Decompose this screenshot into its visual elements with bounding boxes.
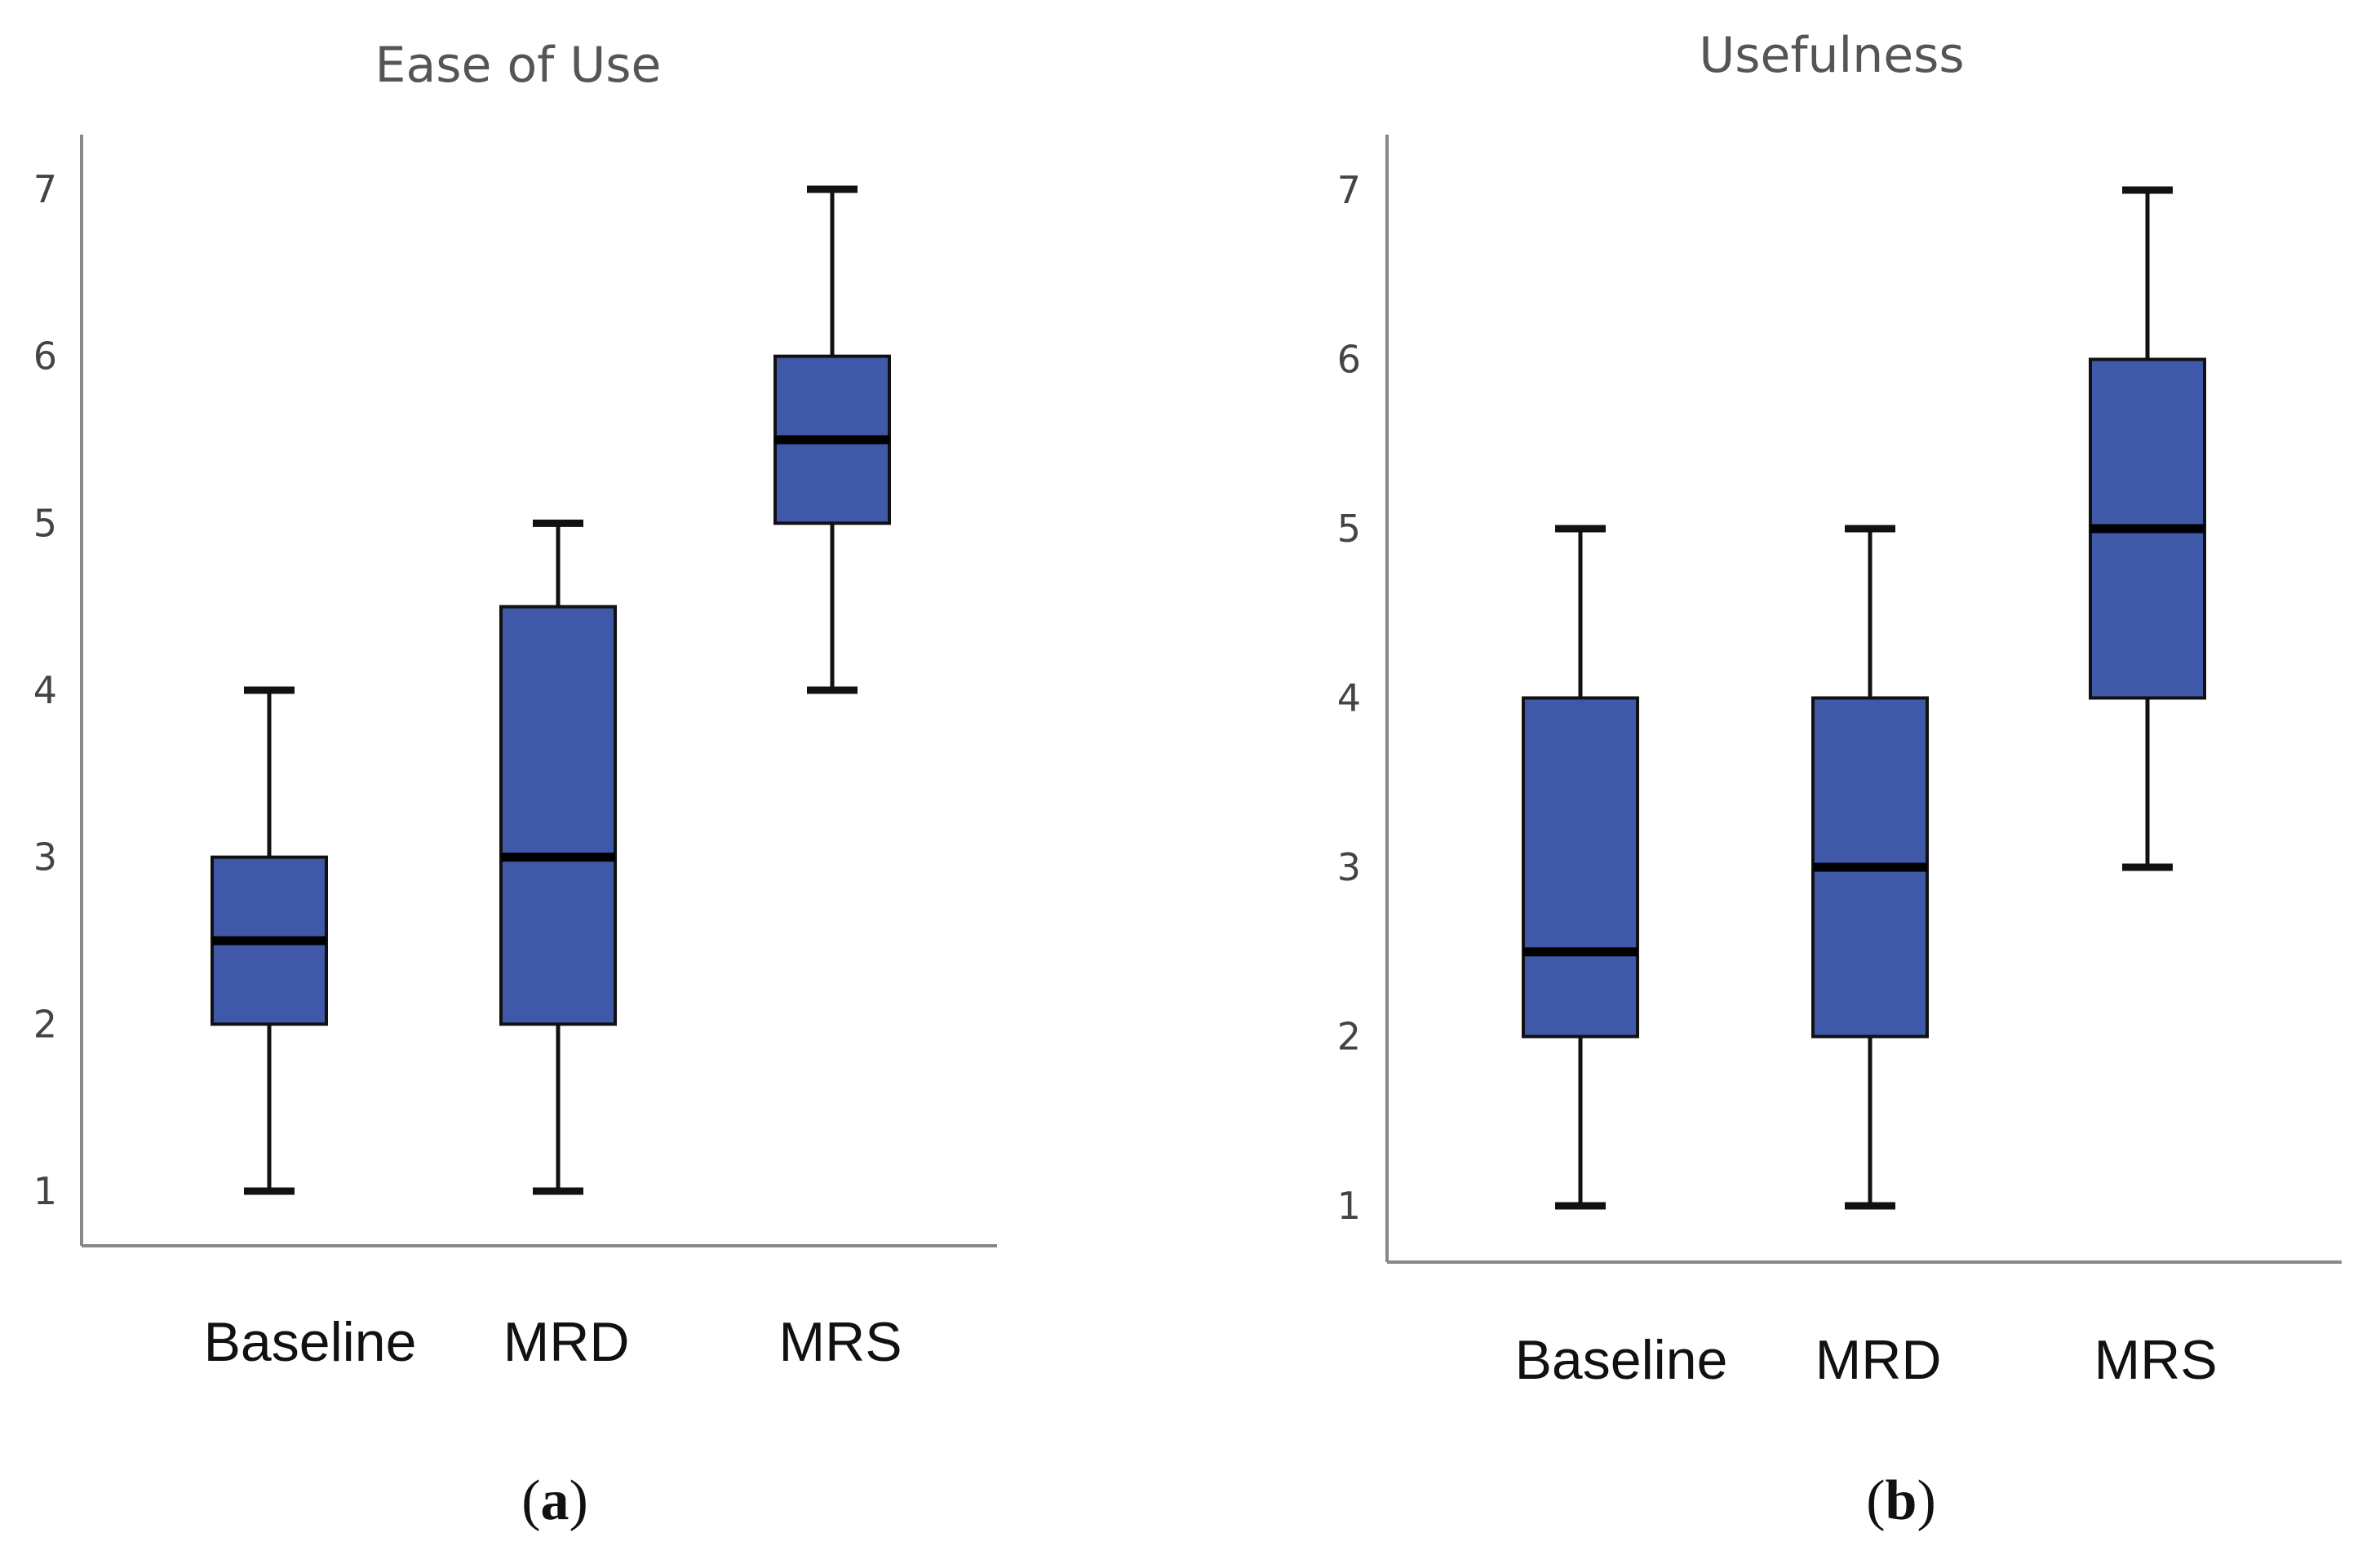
y-tick-label: 3 xyxy=(33,835,57,879)
y-tick-label: 6 xyxy=(33,334,57,379)
panel-label-letter: b xyxy=(1886,1469,1917,1532)
panel-ease-of-use: Ease of Use (a) 1 2 3 4 5 6 7 Baseline MRD MRS xyxy=(33,37,997,1532)
y-tick-label: 7 xyxy=(1337,168,1361,212)
y-tick-label: 3 xyxy=(1337,845,1361,889)
box-mrs xyxy=(773,185,891,694)
chart-title: Usefulness xyxy=(1699,27,1964,84)
x-category-label: MRD xyxy=(1815,1329,1942,1391)
panel-label: (b) xyxy=(1866,1469,1936,1532)
y-tick-label: 4 xyxy=(1337,676,1361,720)
x-category-label: MRS xyxy=(2094,1329,2217,1391)
x-category-label: Baseline xyxy=(1515,1329,1728,1391)
box-mrs xyxy=(2089,186,2206,871)
panel-label-letter: a xyxy=(541,1469,570,1532)
chart-title: Ease of Use xyxy=(375,37,662,94)
y-tick-label: 5 xyxy=(1337,507,1361,551)
x-category-label: MRS xyxy=(778,1311,902,1373)
y-tick-label: 1 xyxy=(33,1169,57,1213)
y-tick-label: 2 xyxy=(1337,1015,1361,1059)
x-category-label: MRD xyxy=(503,1311,630,1373)
y-tick-label: 7 xyxy=(33,167,57,211)
box-mrd xyxy=(499,519,617,1195)
box-baseline xyxy=(211,686,328,1195)
panel-label: (a) xyxy=(521,1469,588,1532)
iqr-box xyxy=(1522,696,1639,1039)
box-baseline xyxy=(1522,525,1639,1210)
y-tick-label: 1 xyxy=(1337,1184,1361,1228)
x-category-label: Baseline xyxy=(204,1311,417,1373)
y-tick-label: 4 xyxy=(33,668,57,712)
y-tick-label: 2 xyxy=(33,1002,57,1046)
y-tick-label: 5 xyxy=(33,501,57,545)
box-mrd xyxy=(1811,525,1929,1210)
y-tick-label: 6 xyxy=(1337,338,1361,382)
panel-usefulness: Usefulness (b) 1 2 3 4 5 6 7 Baseline MRD MRS xyxy=(1337,27,2342,1532)
iqr-box xyxy=(499,605,617,1026)
